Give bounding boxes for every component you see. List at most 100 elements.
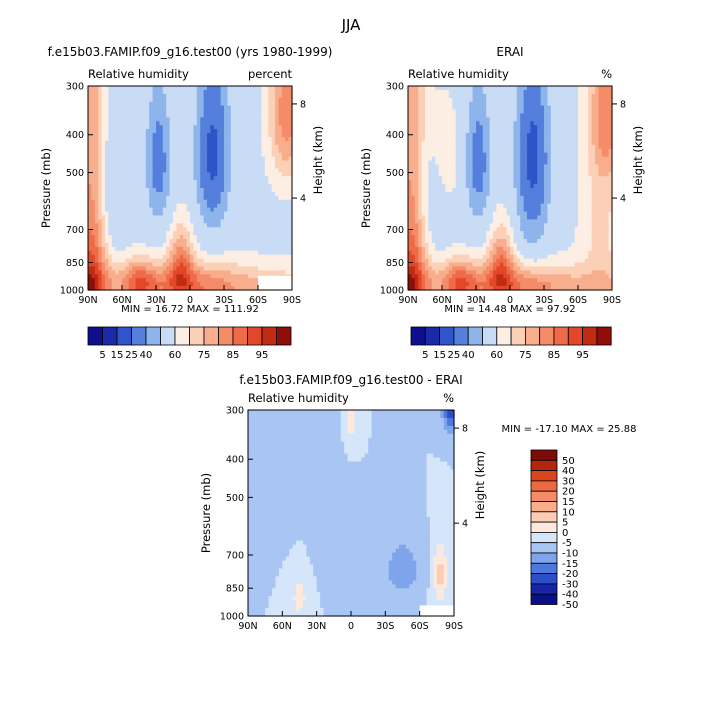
field-cell bbox=[275, 97, 279, 103]
field-cell bbox=[234, 137, 239, 142]
field-cell bbox=[125, 223, 130, 228]
field-cell bbox=[145, 195, 150, 201]
field-cell bbox=[510, 109, 514, 115]
field-cell bbox=[448, 93, 453, 99]
field-cell bbox=[547, 129, 552, 134]
field-cell bbox=[448, 101, 453, 107]
field-cell bbox=[139, 137, 143, 142]
field-cell bbox=[241, 262, 245, 268]
field-cell bbox=[571, 172, 576, 177]
field-cell bbox=[166, 184, 171, 189]
field-cell bbox=[118, 164, 123, 169]
field-cell bbox=[530, 195, 535, 201]
field-cell bbox=[98, 89, 103, 95]
field-cell bbox=[510, 125, 514, 130]
field-cell bbox=[578, 93, 582, 99]
field-cell bbox=[193, 129, 198, 134]
field-cell bbox=[544, 93, 548, 99]
field-cell bbox=[530, 199, 535, 205]
field-cell bbox=[544, 176, 548, 181]
field-cell bbox=[251, 231, 256, 236]
field-cell bbox=[527, 105, 531, 111]
field-cell bbox=[281, 101, 286, 107]
field-cell bbox=[125, 101, 130, 107]
field-cell bbox=[149, 262, 154, 268]
field-cell bbox=[510, 199, 514, 205]
field-cell bbox=[445, 121, 450, 126]
field-cell bbox=[196, 231, 201, 236]
field-cell bbox=[595, 93, 599, 99]
field-cell bbox=[247, 191, 252, 197]
field-cell bbox=[469, 109, 474, 115]
field-cell bbox=[213, 101, 218, 107]
field-cell bbox=[224, 156, 228, 162]
field-cell bbox=[200, 250, 205, 256]
field-cell bbox=[193, 239, 198, 244]
field-cell bbox=[91, 203, 96, 209]
field-cell bbox=[162, 195, 167, 201]
field-cell bbox=[173, 195, 177, 201]
field-cell bbox=[425, 137, 429, 142]
field-cell bbox=[162, 109, 167, 115]
field-cell bbox=[210, 101, 215, 107]
field-cell bbox=[251, 188, 256, 193]
field-cell bbox=[200, 164, 205, 169]
field-cell bbox=[268, 191, 273, 197]
field-cell bbox=[224, 219, 228, 224]
field-cell bbox=[425, 199, 429, 205]
field-cell bbox=[482, 97, 487, 103]
field-cell bbox=[523, 117, 528, 122]
field-cell bbox=[499, 137, 504, 142]
field-cell bbox=[479, 109, 484, 115]
field-cell bbox=[281, 117, 286, 122]
field-cell bbox=[186, 235, 191, 240]
field-cell bbox=[476, 105, 480, 111]
field-cell bbox=[418, 164, 423, 169]
field-cell bbox=[264, 168, 269, 173]
field-cell bbox=[264, 133, 269, 138]
field-cell bbox=[489, 113, 494, 118]
field-cell bbox=[544, 121, 548, 126]
field-cell bbox=[230, 156, 235, 162]
field-cell bbox=[547, 148, 552, 154]
field-cell bbox=[139, 242, 143, 248]
field-cell bbox=[285, 156, 290, 162]
field-cell bbox=[281, 168, 286, 173]
field-cell bbox=[237, 270, 242, 275]
field-cell bbox=[159, 172, 164, 177]
field-cell bbox=[207, 101, 211, 107]
field-cell bbox=[220, 239, 225, 244]
field-cell bbox=[544, 152, 548, 158]
field-cell bbox=[213, 156, 218, 162]
field-cell bbox=[595, 121, 599, 126]
field-cell bbox=[571, 137, 576, 142]
contour-field bbox=[408, 86, 613, 291]
field-cell bbox=[203, 180, 208, 185]
field-cell bbox=[139, 152, 143, 158]
field-cell bbox=[247, 129, 252, 134]
field-cell bbox=[162, 219, 167, 224]
field-cell bbox=[578, 109, 582, 115]
field-cell bbox=[258, 199, 262, 205]
field-cell bbox=[105, 258, 109, 264]
field-cell bbox=[278, 121, 283, 126]
field-cell bbox=[176, 227, 181, 232]
field-cell bbox=[520, 148, 525, 154]
field-cell bbox=[469, 168, 474, 173]
field-cell bbox=[264, 184, 269, 189]
field-cell bbox=[139, 199, 143, 205]
field-cell bbox=[584, 89, 589, 95]
field-cell bbox=[425, 172, 429, 177]
field-cell bbox=[193, 160, 198, 166]
field-cell bbox=[203, 282, 208, 287]
field-cell bbox=[544, 160, 548, 166]
field-cell bbox=[176, 286, 181, 291]
field-cell bbox=[247, 168, 252, 173]
field-cell bbox=[421, 168, 426, 173]
field-cell bbox=[448, 191, 453, 197]
field-cell bbox=[111, 117, 116, 122]
field-cell bbox=[152, 93, 157, 99]
field-cell bbox=[237, 105, 242, 111]
field-cell bbox=[132, 113, 137, 118]
